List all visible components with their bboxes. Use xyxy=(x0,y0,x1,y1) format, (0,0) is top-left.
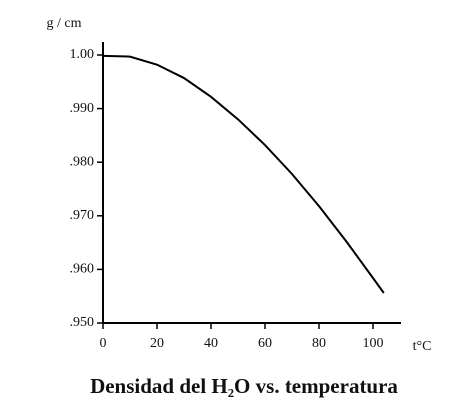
y-axis-label: g / cm xyxy=(47,16,82,31)
x-tick-label: 0 xyxy=(100,336,107,351)
y-tick-label: .990 xyxy=(70,101,95,116)
y-tick-label: .970 xyxy=(70,208,95,223)
x-axis-label: t°C xyxy=(413,339,432,354)
x-tick-label: 20 xyxy=(150,336,164,351)
chart-title: Densidad del H₂O vs. temperatura xyxy=(90,374,398,398)
x-tick-label: 60 xyxy=(258,336,272,351)
x-tick-label: 80 xyxy=(312,336,326,351)
y-tick-label: 1.00 xyxy=(70,47,95,62)
y-tick-label: .950 xyxy=(70,315,95,330)
data-line xyxy=(102,54,385,294)
x-tick-label: 100 xyxy=(363,336,384,351)
x-tick-label: 40 xyxy=(204,336,218,351)
y-tick-label: .960 xyxy=(70,262,95,277)
y-tick-label: .980 xyxy=(70,154,95,169)
